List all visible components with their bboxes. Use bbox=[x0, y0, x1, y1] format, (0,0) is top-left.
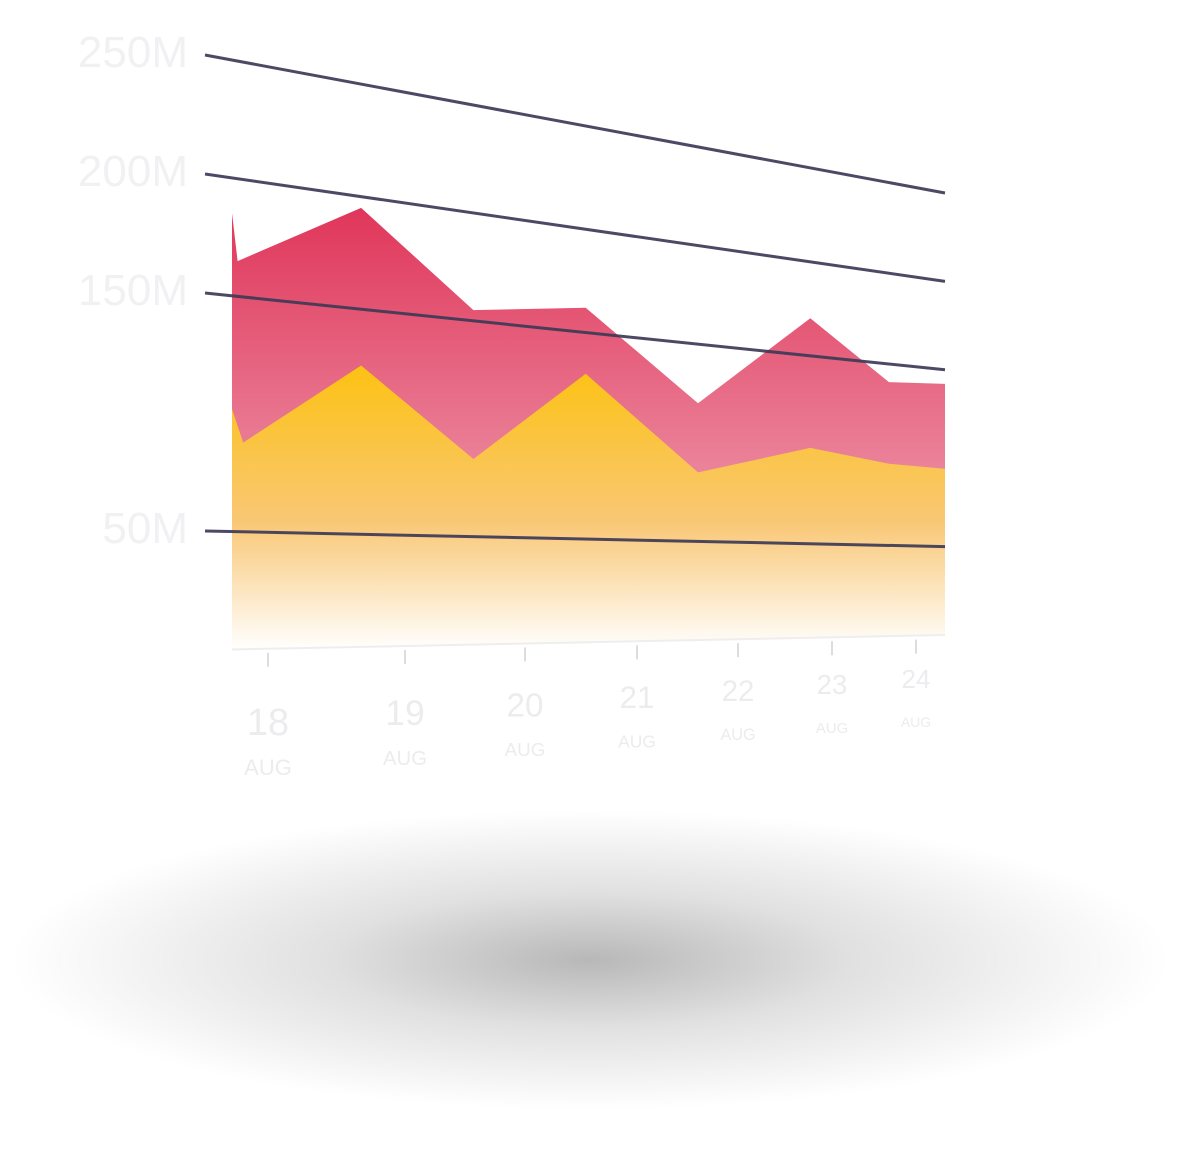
x-tick-month: AUG bbox=[901, 714, 931, 730]
floor-shadow bbox=[10, 810, 1170, 1110]
x-axis-line bbox=[231, 634, 946, 651]
x-tick-month: AUG bbox=[383, 748, 427, 770]
x-tick-month: AUG bbox=[505, 739, 546, 760]
y-tick-label: 50M bbox=[102, 504, 188, 553]
x-tick-month: AUG bbox=[618, 732, 656, 752]
grid-line bbox=[204, 529, 946, 549]
x-tick-day: 19 bbox=[385, 693, 425, 733]
series-area-2 bbox=[232, 365, 945, 650]
x-tick-month: AUG bbox=[816, 720, 849, 737]
grid-line bbox=[204, 53, 946, 195]
x-tick-day: 24 bbox=[902, 664, 931, 694]
y-tick-label: 200M bbox=[78, 147, 188, 196]
x-tick-day: 21 bbox=[620, 680, 655, 715]
x-tick-month: AUG bbox=[720, 726, 755, 744]
x-tick-month: AUG bbox=[244, 755, 292, 780]
grid-line bbox=[204, 291, 946, 372]
x-tick-day: 20 bbox=[507, 687, 544, 724]
x-tick-day: 22 bbox=[722, 675, 755, 708]
grid-line bbox=[204, 172, 946, 283]
x-tick-day: 18 bbox=[247, 702, 289, 744]
x-tick-day: 23 bbox=[817, 669, 848, 700]
y-tick-label: 250M bbox=[78, 28, 188, 77]
y-tick-label: 150M bbox=[78, 266, 188, 315]
